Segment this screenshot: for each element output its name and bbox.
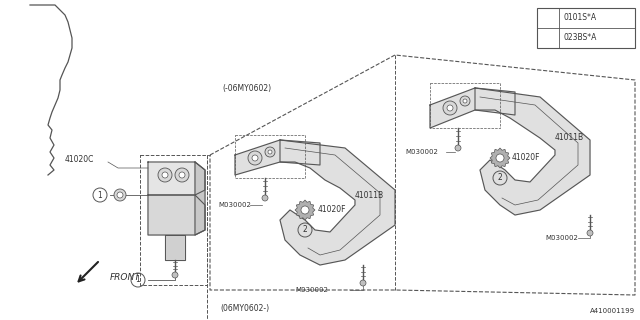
Polygon shape xyxy=(235,140,320,175)
Circle shape xyxy=(463,99,467,103)
Circle shape xyxy=(158,168,172,182)
Polygon shape xyxy=(280,140,395,265)
Circle shape xyxy=(447,105,453,111)
Circle shape xyxy=(443,101,457,115)
Text: 1: 1 xyxy=(98,190,102,199)
Text: 1: 1 xyxy=(546,13,550,22)
Circle shape xyxy=(460,96,470,106)
Text: 2: 2 xyxy=(546,34,550,43)
Circle shape xyxy=(114,189,126,201)
Bar xyxy=(537,8,635,48)
Circle shape xyxy=(252,155,258,161)
Circle shape xyxy=(496,154,504,162)
Circle shape xyxy=(360,280,366,286)
Polygon shape xyxy=(295,200,315,220)
Circle shape xyxy=(301,206,309,214)
Circle shape xyxy=(117,192,123,198)
Text: FRONT: FRONT xyxy=(110,274,141,283)
Text: 41020C: 41020C xyxy=(65,156,94,164)
Polygon shape xyxy=(148,162,205,195)
Circle shape xyxy=(175,168,189,182)
Text: 023BS*A: 023BS*A xyxy=(564,34,597,43)
Text: A410001199: A410001199 xyxy=(590,308,635,314)
Text: 0101S*A: 0101S*A xyxy=(564,13,597,22)
Polygon shape xyxy=(165,235,185,260)
Circle shape xyxy=(268,150,272,154)
Circle shape xyxy=(455,145,461,151)
Text: M030002: M030002 xyxy=(295,287,328,293)
Text: M030002: M030002 xyxy=(405,149,438,155)
Text: 41011B: 41011B xyxy=(355,190,384,199)
Text: 2: 2 xyxy=(498,173,502,182)
Text: M030002: M030002 xyxy=(218,202,251,208)
Text: 41020F: 41020F xyxy=(318,205,346,214)
Polygon shape xyxy=(490,148,510,168)
Circle shape xyxy=(179,172,185,178)
Circle shape xyxy=(587,230,593,236)
Text: 41011B: 41011B xyxy=(555,133,584,142)
Text: (-06MY0602): (-06MY0602) xyxy=(222,84,271,92)
Text: 2: 2 xyxy=(303,226,307,235)
Text: (06MY0602-): (06MY0602-) xyxy=(220,303,269,313)
Circle shape xyxy=(248,151,262,165)
Polygon shape xyxy=(475,88,590,215)
Circle shape xyxy=(262,195,268,201)
Polygon shape xyxy=(430,88,515,128)
Circle shape xyxy=(172,272,178,278)
Circle shape xyxy=(162,172,168,178)
Polygon shape xyxy=(195,162,205,235)
Text: 41020F: 41020F xyxy=(512,154,541,163)
Circle shape xyxy=(265,147,275,157)
Polygon shape xyxy=(148,195,205,235)
Text: 1: 1 xyxy=(136,276,140,284)
Text: M030002: M030002 xyxy=(545,235,578,241)
